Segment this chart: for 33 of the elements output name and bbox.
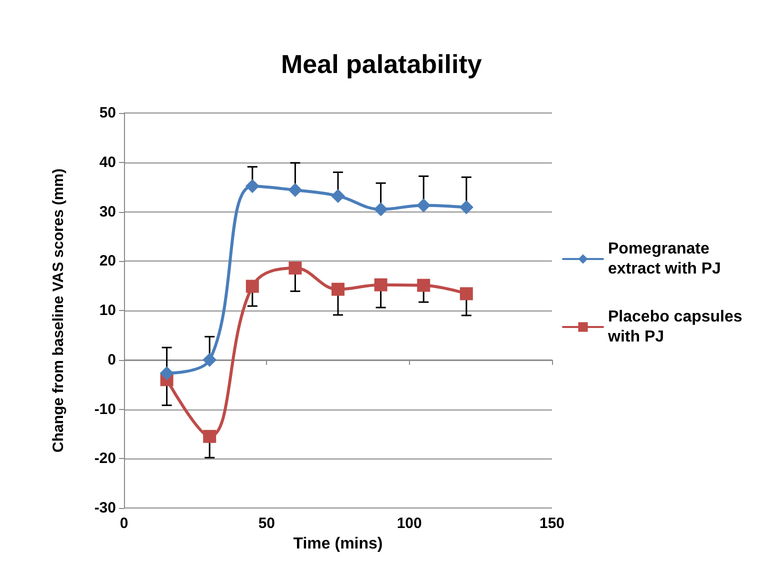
point: [160, 366, 174, 380]
point: [203, 430, 216, 443]
x-tick-label: 0: [120, 515, 128, 532]
y-tick-label: -10: [94, 400, 116, 418]
point: [460, 287, 473, 300]
y-axis-title: Change from baseline VAS scores (mm): [50, 168, 67, 452]
legend-label: Pomegranate extract with PJ: [608, 240, 721, 278]
point: [288, 262, 302, 275]
point: [374, 278, 388, 292]
point: [288, 183, 302, 198]
point: [417, 278, 430, 292]
y-tick-label: 20: [99, 252, 116, 270]
point: [202, 352, 217, 367]
point: [245, 179, 260, 194]
point: [332, 282, 344, 296]
y-tick-label: 40: [99, 154, 116, 171]
point: [331, 188, 345, 203]
y-tick-label: -30: [94, 500, 116, 516]
y-tick-label: 10: [99, 302, 116, 319]
point: [416, 198, 431, 212]
y-tick-label: -20: [94, 450, 116, 468]
chart-title: Meal palatability: [281, 49, 482, 79]
x-axis-title: Time (mins): [293, 536, 383, 552]
point: [459, 200, 474, 214]
y-tick-label: 50: [99, 104, 116, 122]
x-tick-label: 150: [539, 515, 565, 532]
y-tick-label: 0: [108, 351, 116, 368]
legend-label: Placebo capsules with PJ: [607, 308, 747, 346]
point: [246, 280, 259, 293]
x-tick-label: 50: [258, 515, 276, 532]
point: [374, 202, 388, 216]
x-tick-label: 100: [396, 515, 422, 532]
y-tick-label: 30: [99, 203, 116, 220]
